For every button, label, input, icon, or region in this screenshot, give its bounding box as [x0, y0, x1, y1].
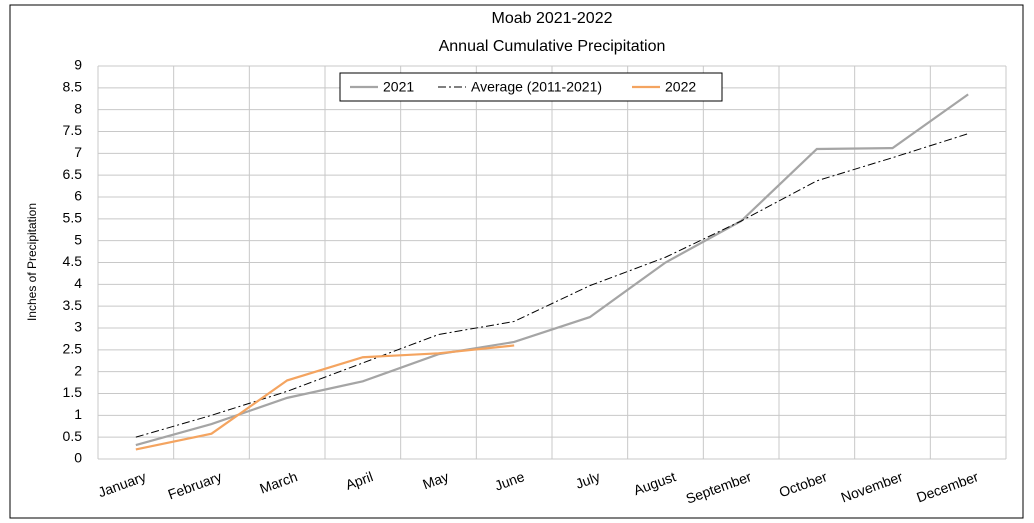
y-tick-label: 7: [74, 144, 82, 160]
y-tick-label: 8: [74, 100, 82, 116]
y-tick-label: 6: [74, 188, 82, 204]
legend: 2021 Average (2011-2021) 2022: [339, 72, 723, 102]
y-tick-label: 1.5: [63, 384, 83, 400]
series-line: [135, 93, 969, 447]
chart-subtitle: Annual Cumulative Precipitation: [439, 38, 666, 55]
legend-label: 2021: [383, 79, 414, 95]
chart-title: Moab 2021-2022: [492, 10, 613, 27]
y-tick-label: 1: [74, 406, 82, 422]
series-line: [135, 133, 969, 438]
y-tick-label: 2.5: [63, 341, 83, 357]
y-tick-label: 5: [74, 231, 82, 247]
y-axis-label: Inches of Precipitation: [25, 203, 39, 321]
y-tick-label: 3.5: [63, 297, 83, 313]
y-tick-label: 3: [74, 319, 82, 335]
y-tick-label: 2: [74, 362, 82, 378]
y-tick-label: 4.5: [63, 253, 83, 269]
y-tick-label: 5.5: [63, 210, 83, 226]
y-tick-label: 6.5: [63, 166, 83, 182]
legend-label: 2022: [665, 79, 696, 95]
y-tick-label: 8.5: [63, 79, 83, 95]
legend-label: Average (2011-2021): [471, 79, 602, 95]
y-tick-label: 9: [74, 57, 82, 73]
y-tick-label: 0: [74, 450, 82, 466]
y-tick-label: 7.5: [63, 122, 83, 138]
y-tick-label: 4: [74, 275, 82, 291]
series-line: [135, 344, 515, 451]
y-tick-label: 0.5: [63, 428, 83, 444]
